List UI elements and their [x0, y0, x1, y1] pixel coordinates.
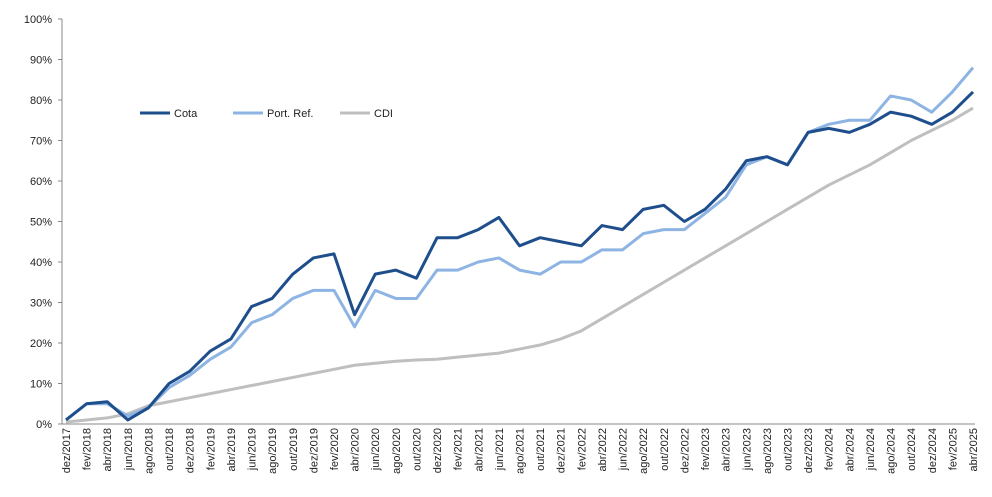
x-tick-label: fev/2021	[453, 428, 465, 470]
x-tick-label: dez/2017	[61, 428, 73, 473]
x-tick-label: fev/2019	[205, 428, 217, 470]
y-tick-label: 30%	[30, 298, 52, 310]
x-tick-label: jun/2020	[370, 428, 382, 471]
x-tick-label: out/2021	[535, 428, 547, 471]
legend-label: CDI	[374, 108, 393, 120]
x-tick-label: dez/2024	[927, 428, 939, 473]
x-tick-label: jun/2024	[865, 428, 877, 471]
series-line	[65, 90, 975, 422]
x-tick-label: out/2018	[164, 428, 176, 471]
x-tick-label: ago/2024	[886, 428, 898, 474]
x-tick-label: ago/2022	[638, 428, 650, 474]
x-tick-label: fev/2022	[576, 428, 588, 470]
x-tick-label: abr/2021	[473, 428, 485, 471]
x-tick-label: ago/2023	[762, 428, 774, 474]
y-tick-label: 80%	[30, 95, 52, 107]
x-tick-label: out/2023	[782, 428, 794, 471]
x-tick-label: abr/2020	[350, 428, 362, 471]
x-tick-label: out/2019	[288, 428, 300, 471]
x-tick-label: dez/2020	[432, 428, 444, 473]
x-tick-label: abr/2024	[844, 428, 856, 471]
x-tick-label: fev/2018	[82, 428, 94, 470]
x-tick-label: jun/2022	[618, 428, 630, 471]
x-tick-label: fev/2025	[947, 428, 959, 470]
series-line	[65, 66, 975, 422]
x-tick-label: abr/2019	[226, 428, 238, 471]
y-tick-label: 60%	[30, 176, 52, 188]
x-tick-label: ago/2021	[515, 428, 527, 474]
y-tick-label: 90%	[30, 55, 52, 67]
x-tick-label: fev/2020	[329, 428, 341, 470]
legend-label: Port. Ref.	[267, 108, 313, 120]
x-tick-label: jun/2019	[247, 428, 259, 471]
x-tick-label: fev/2024	[824, 428, 836, 470]
x-tick-label: out/2024	[906, 428, 918, 471]
x-tick-label: dez/2019	[308, 428, 320, 473]
y-tick-label: 40%	[30, 257, 52, 269]
x-tick-label: ago/2019	[267, 428, 279, 474]
x-tick-label: abr/2025	[968, 428, 980, 471]
y-tick-label: 0%	[36, 419, 52, 431]
y-tick-label: 20%	[30, 338, 52, 350]
x-tick-label: dez/2023	[803, 428, 815, 473]
y-tick-label: 70%	[30, 136, 52, 148]
x-tick-label: ago/2020	[391, 428, 403, 474]
x-tick-label: ago/2018	[143, 428, 155, 474]
x-tick-label: abr/2023	[721, 428, 733, 471]
y-tick-label: 100%	[24, 14, 52, 26]
x-tick-label: out/2022	[659, 428, 671, 471]
x-tick-label: jun/2018	[123, 428, 135, 471]
x-tick-label: abr/2018	[102, 428, 114, 471]
series-line	[65, 106, 974, 424]
y-tick-label: 10%	[30, 379, 52, 391]
x-tick-label: fev/2023	[700, 428, 712, 470]
x-tick-label: abr/2022	[597, 428, 609, 471]
x-tick-label: jun/2021	[494, 428, 506, 471]
x-tick-label: jun/2023	[741, 428, 753, 471]
y-tick-label: 50%	[30, 217, 52, 229]
legend-label: Cota	[174, 108, 198, 120]
x-tick-label: out/2020	[411, 428, 423, 471]
x-tick-label: dez/2018	[185, 428, 197, 473]
x-tick-label: dez/2022	[679, 428, 691, 473]
x-tick-label: dez/2021	[556, 428, 568, 473]
